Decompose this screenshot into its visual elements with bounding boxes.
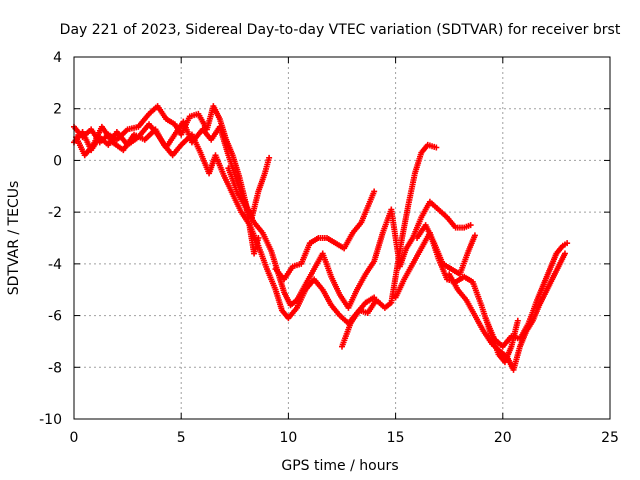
axis-ticks: 0 5 10 15 20 25 -10 -8 -6 -4 -2 0 2 4	[39, 50, 619, 446]
x-tick-label: 20	[494, 430, 512, 446]
data-point	[433, 144, 440, 151]
sat-trace-1	[71, 103, 262, 257]
sat-trace-5	[272, 188, 378, 283]
data-point	[266, 154, 273, 161]
chart-title: Day 221 of 2023, Sidereal Day-to-day VTE…	[60, 22, 621, 38]
sat-trace-8	[414, 222, 478, 278]
y-tick-label: -4	[48, 257, 62, 273]
x-axis-label: GPS time / hours	[281, 458, 398, 474]
x-tick-label: 15	[387, 430, 405, 446]
y-tick-label: -6	[48, 309, 62, 325]
data-point	[561, 250, 568, 257]
y-tick-label: -10	[39, 412, 62, 428]
y-tick-label: 0	[53, 153, 62, 169]
data-point	[564, 240, 571, 247]
data-point	[371, 188, 378, 195]
sat-trace-2	[71, 118, 273, 221]
x-tick-label: 10	[279, 430, 297, 446]
data-point	[467, 222, 474, 229]
plot-frame	[73, 56, 611, 420]
sat-trace-10	[482, 240, 571, 350]
y-axis-label: SDTVAR / TECUs	[6, 181, 22, 296]
sat-trace-6	[339, 141, 440, 350]
y-tick-label: -8	[48, 360, 62, 376]
data-point	[514, 317, 521, 324]
x-tick-label: 25	[601, 430, 619, 446]
x-tick-label: 5	[177, 430, 186, 446]
data-point	[471, 232, 478, 239]
y-tick-label: 2	[53, 102, 62, 118]
data-points	[71, 103, 571, 373]
grid-layer	[74, 57, 610, 419]
x-tick-label: 0	[70, 430, 79, 446]
y-tick-label: -2	[48, 205, 62, 221]
sat-trace-4	[225, 165, 474, 311]
sat-trace-3	[73, 123, 378, 327]
y-tick-label: 4	[53, 50, 62, 66]
